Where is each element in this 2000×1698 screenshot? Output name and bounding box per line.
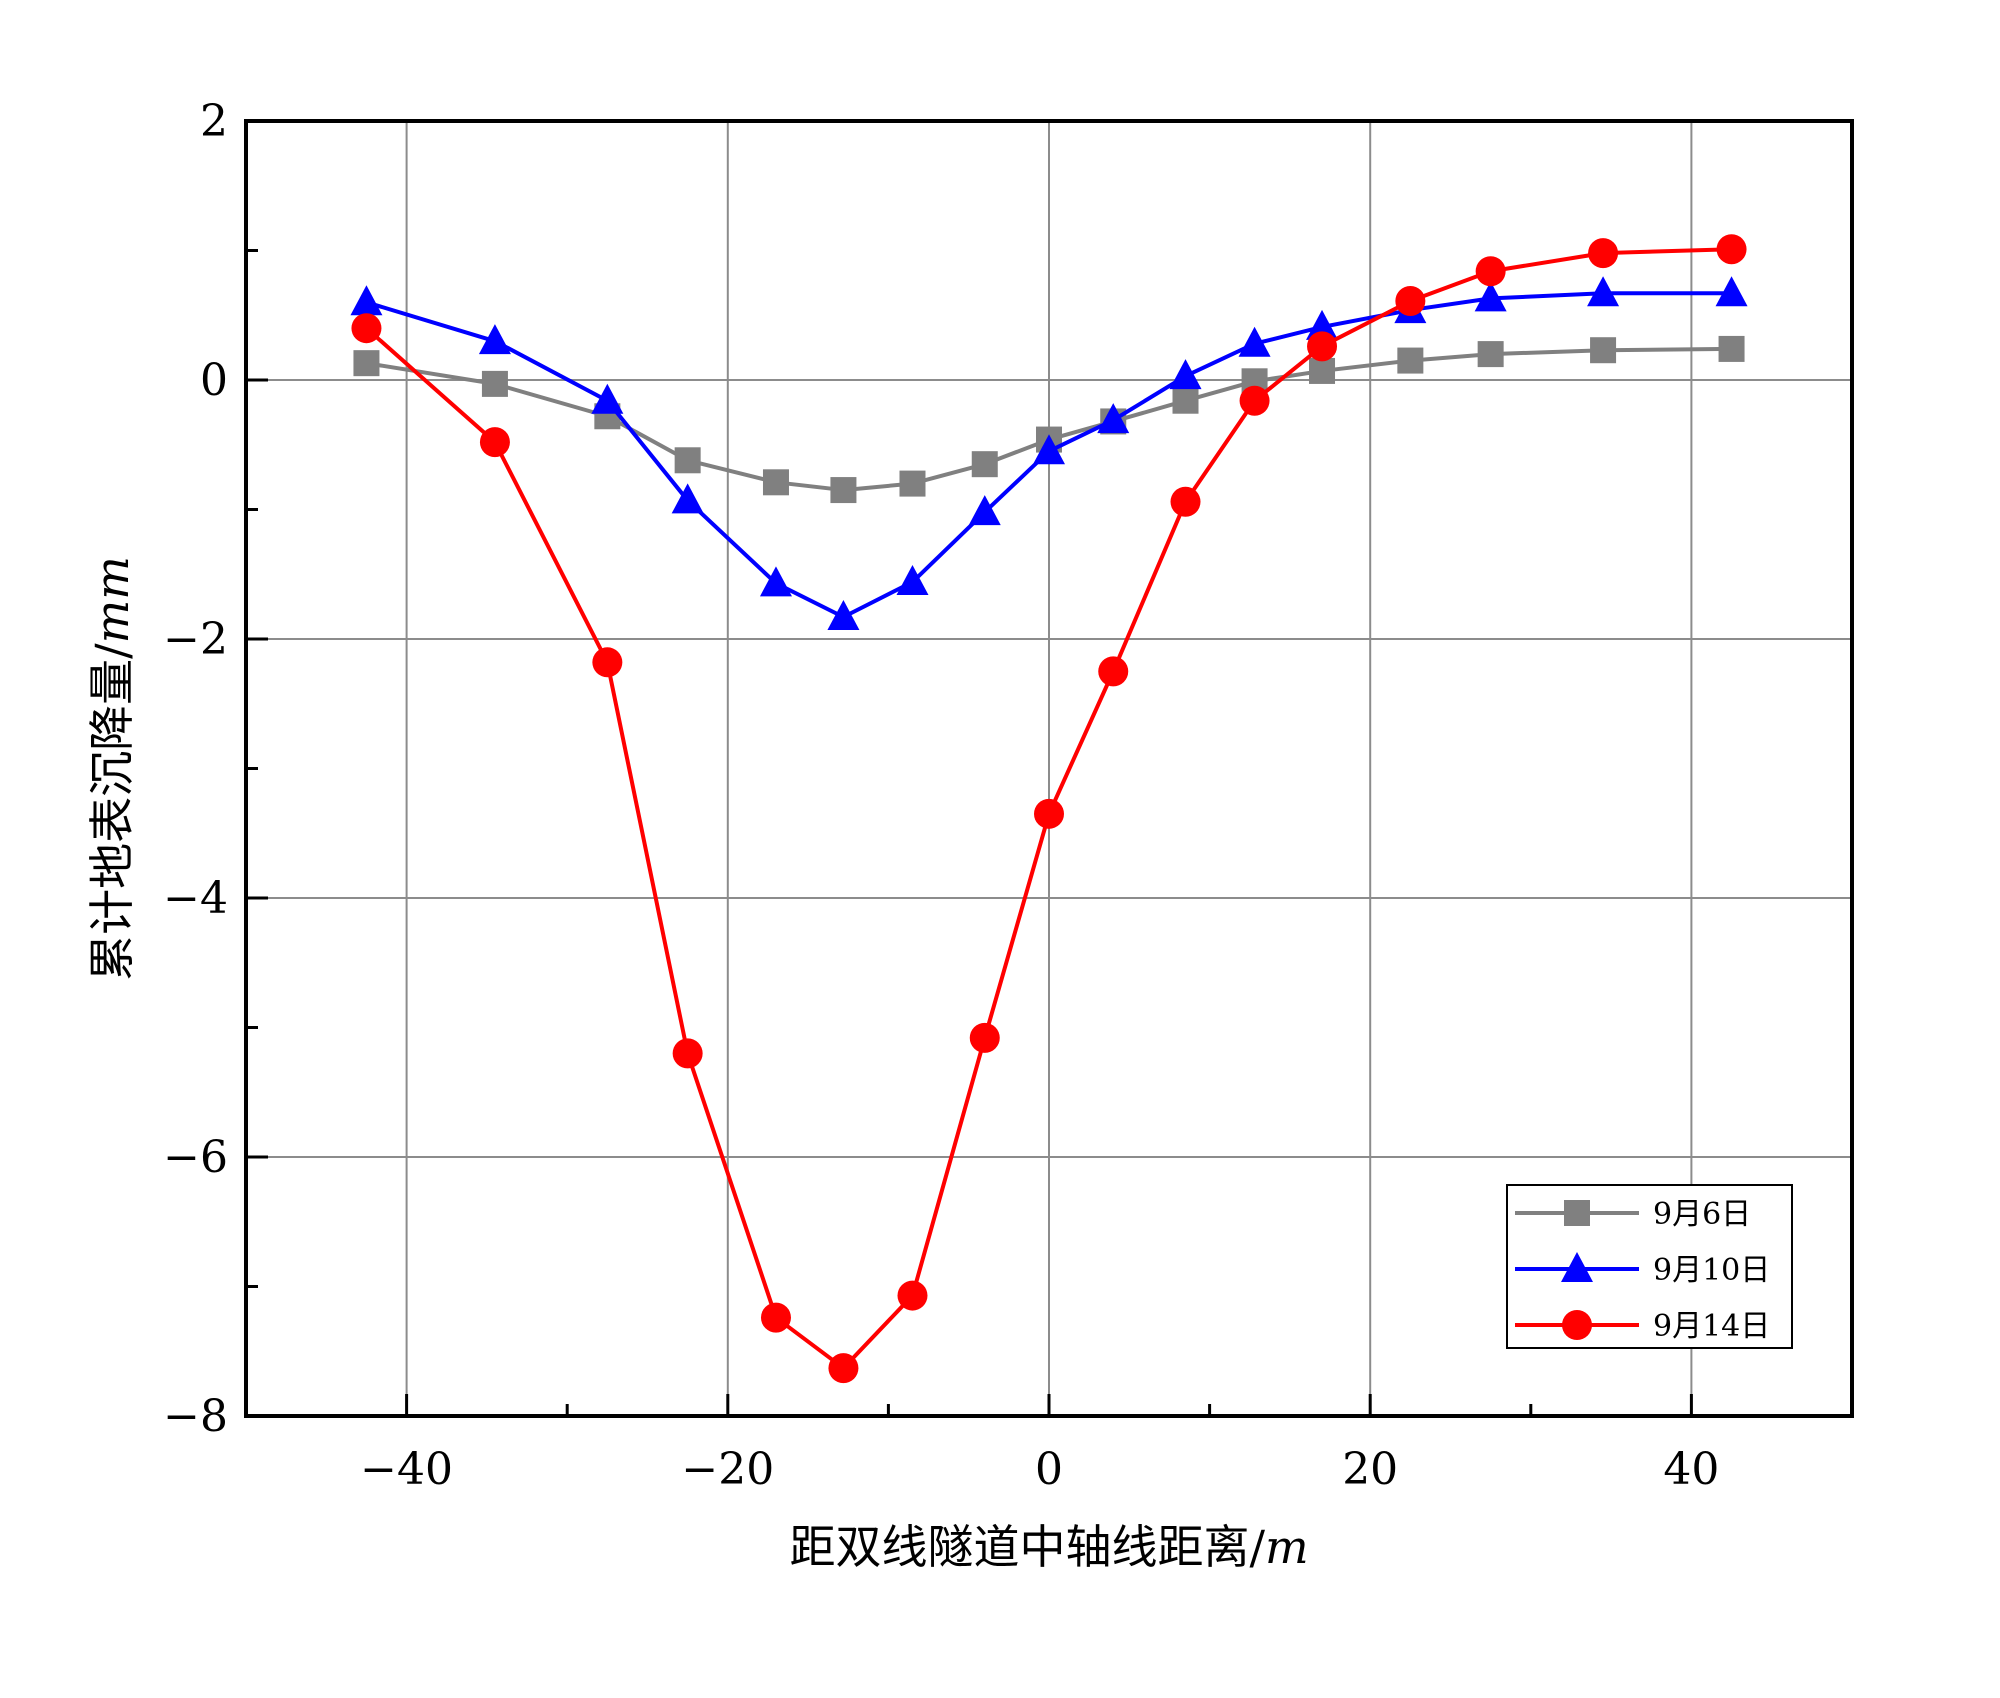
data-point: [899, 470, 926, 497]
data-point: [1397, 347, 1424, 374]
legend-label: 9月10日: [1653, 1253, 1770, 1288]
data-point: [830, 477, 857, 504]
data-point: [479, 427, 510, 458]
legend-label: 9月6日: [1653, 1197, 1751, 1232]
y-tick-label: −4: [163, 873, 228, 924]
x-tick-label: −40: [360, 1444, 453, 1495]
data-point: [827, 599, 860, 630]
data-point: [591, 383, 624, 414]
data-point: [971, 451, 998, 478]
x-axis-title: 距双线隧道中轴线距离/m: [789, 1520, 1308, 1574]
data-point: [592, 647, 623, 678]
data-point: [350, 285, 383, 316]
y-tick-label: −2: [163, 614, 228, 665]
x-axis-title-main: 距双线隧道中轴线距离/: [789, 1520, 1265, 1574]
data-point: [674, 447, 701, 474]
data-point: [1477, 341, 1504, 368]
data-point: [1033, 434, 1065, 465]
grid-lines: [246, 121, 1852, 1416]
x-tick-label: −20: [681, 1444, 774, 1495]
data-point: [1306, 309, 1339, 340]
data-point: [1169, 359, 1202, 390]
x-tick-label: 40: [1663, 1444, 1719, 1495]
legend-label: 9月14日: [1653, 1309, 1770, 1344]
data-point: [1307, 331, 1338, 362]
data-point: [1475, 256, 1506, 287]
data-point: [1034, 798, 1064, 829]
data-point: [762, 469, 789, 496]
data-point: [478, 324, 511, 355]
data-point: [760, 1302, 791, 1333]
y-axis-title-main: 累计地表沉降量/: [85, 643, 139, 981]
y-tick-label: −6: [163, 1132, 228, 1183]
series-layer: [350, 234, 1748, 1384]
x-axis-title-unit: m: [1265, 1520, 1309, 1574]
legend-marker: [1562, 1310, 1592, 1340]
legend: 9月6日 9月10日 9月14日: [1506, 1184, 1793, 1349]
data-point: [351, 313, 382, 344]
data-point: [1395, 286, 1426, 317]
data-point: [1715, 276, 1748, 307]
legend-marker: [1564, 1200, 1590, 1226]
x-tick-label: 20: [1342, 1444, 1398, 1495]
data-point: [1587, 276, 1620, 307]
data-point: [672, 1038, 703, 1069]
data-point: [1238, 326, 1271, 357]
y-axis-title: 累计地表沉降量/mm: [85, 556, 139, 981]
data-point: [1098, 656, 1129, 687]
data-point: [1097, 403, 1130, 434]
y-tick-label: −8: [163, 1391, 228, 1442]
y-axis-title-unit: mm: [85, 556, 139, 643]
data-point: [1172, 387, 1199, 414]
series-group: [351, 234, 1747, 1384]
data-point: [1239, 385, 1270, 416]
data-point: [1590, 337, 1617, 364]
x-tick-label: 0: [1035, 1444, 1063, 1495]
data-point: [828, 1353, 859, 1384]
data-point: [897, 1280, 928, 1311]
axes: [244, 119, 1854, 1418]
data-point: [969, 1022, 1000, 1053]
y-tick-label: 0: [200, 355, 228, 406]
data-point: [1474, 281, 1507, 312]
data-point: [759, 566, 792, 597]
data-point: [353, 350, 380, 377]
data-point: [1170, 486, 1201, 517]
series-group: [350, 276, 1748, 630]
data-point: [1716, 234, 1747, 265]
legend-marker: [1561, 1252, 1593, 1282]
data-point: [1309, 357, 1336, 384]
data-point: [671, 483, 704, 514]
data-point: [1588, 238, 1619, 269]
y-tick-label: 2: [200, 96, 228, 147]
data-point: [968, 495, 1001, 526]
data-point: [481, 370, 508, 397]
data-point: [896, 565, 929, 596]
data-point: [1718, 335, 1745, 362]
